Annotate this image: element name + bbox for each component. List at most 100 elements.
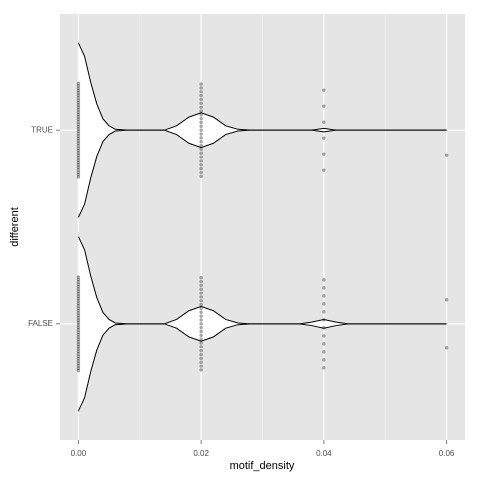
data-point [76, 129, 81, 134]
data-point [322, 168, 326, 172]
data-point [76, 337, 81, 342]
data-point [76, 361, 81, 366]
y-tick-label: FALSE [28, 319, 53, 328]
data-point [76, 342, 81, 346]
data-point [76, 108, 81, 112]
data-point [76, 122, 81, 126]
data-point [76, 284, 81, 289]
data-point [76, 349, 81, 354]
data-point [199, 101, 203, 106]
violin-outline [77, 323, 447, 412]
data-point [76, 280, 81, 284]
data-point [199, 140, 203, 144]
data-point [76, 151, 81, 155]
data-point [199, 86, 203, 90]
data-point [199, 151, 203, 155]
data-point [76, 117, 81, 122]
data-point [199, 155, 203, 159]
data-point [76, 287, 81, 291]
data-point [76, 134, 81, 138]
x-tick-label: 0.00 [71, 449, 87, 458]
data-point [76, 311, 81, 315]
data-point [76, 359, 81, 363]
data-point [76, 110, 81, 114]
data-point [76, 364, 81, 368]
data-point [76, 158, 81, 162]
data-point [76, 91, 81, 95]
data-point [76, 96, 81, 100]
data-point [76, 340, 81, 344]
data-point [76, 136, 81, 141]
data-point [76, 103, 81, 107]
violin-outline [77, 236, 447, 325]
data-point [199, 322, 203, 326]
data-point [199, 325, 203, 330]
data-point [76, 313, 81, 318]
data-point [76, 172, 81, 177]
data-point [76, 175, 81, 179]
data-point [322, 152, 326, 156]
data-point [444, 346, 449, 350]
data-point [76, 84, 81, 88]
data-point [199, 116, 203, 121]
data-point [76, 160, 81, 165]
data-point [199, 82, 203, 86]
data-point [76, 328, 81, 332]
data-point [199, 368, 203, 372]
data-point [199, 93, 203, 98]
data-point [76, 289, 81, 294]
data-point [76, 139, 81, 143]
data-point [76, 120, 81, 124]
data-point [76, 318, 81, 322]
data-point [76, 124, 81, 129]
y-axis-label: different [9, 207, 21, 247]
data-point [76, 332, 81, 337]
data-point [76, 88, 81, 93]
data-point [76, 98, 81, 102]
violin-outline [77, 129, 447, 218]
data-point [322, 302, 326, 306]
data-point [76, 112, 81, 117]
data-point [322, 294, 326, 298]
data-point [76, 306, 81, 310]
data-point [76, 132, 81, 136]
data-point [76, 275, 81, 279]
x-axis-label: motif_density [230, 460, 295, 472]
data-point [76, 325, 81, 330]
x-tick-label: 0.02 [193, 449, 209, 458]
data-point [76, 335, 81, 339]
data-point [199, 124, 203, 129]
data-point [199, 283, 203, 288]
y-tick-label: TRUE [31, 125, 53, 134]
data-point [76, 127, 81, 131]
data-point [199, 333, 203, 338]
data-point [199, 337, 203, 341]
data-point [322, 136, 326, 140]
data-point [76, 81, 81, 86]
data-point [199, 348, 203, 353]
data-point [322, 358, 326, 362]
data-point [199, 295, 203, 299]
data-point [322, 350, 326, 354]
data-point [76, 282, 81, 286]
data-point [199, 310, 203, 314]
data-point [199, 352, 203, 357]
data-point [76, 316, 81, 320]
data-point [199, 345, 203, 349]
data-point [76, 296, 81, 301]
data-point [199, 302, 203, 307]
data-point [76, 292, 81, 296]
data-point [76, 105, 81, 110]
data-point [76, 148, 81, 153]
data-point [76, 141, 81, 146]
data-point [322, 120, 326, 124]
data-point [199, 109, 203, 113]
data-point [199, 132, 203, 136]
data-point [199, 170, 203, 175]
data-point [76, 368, 81, 373]
data-point [199, 147, 203, 152]
data-point [199, 90, 203, 94]
data-point [199, 136, 203, 140]
